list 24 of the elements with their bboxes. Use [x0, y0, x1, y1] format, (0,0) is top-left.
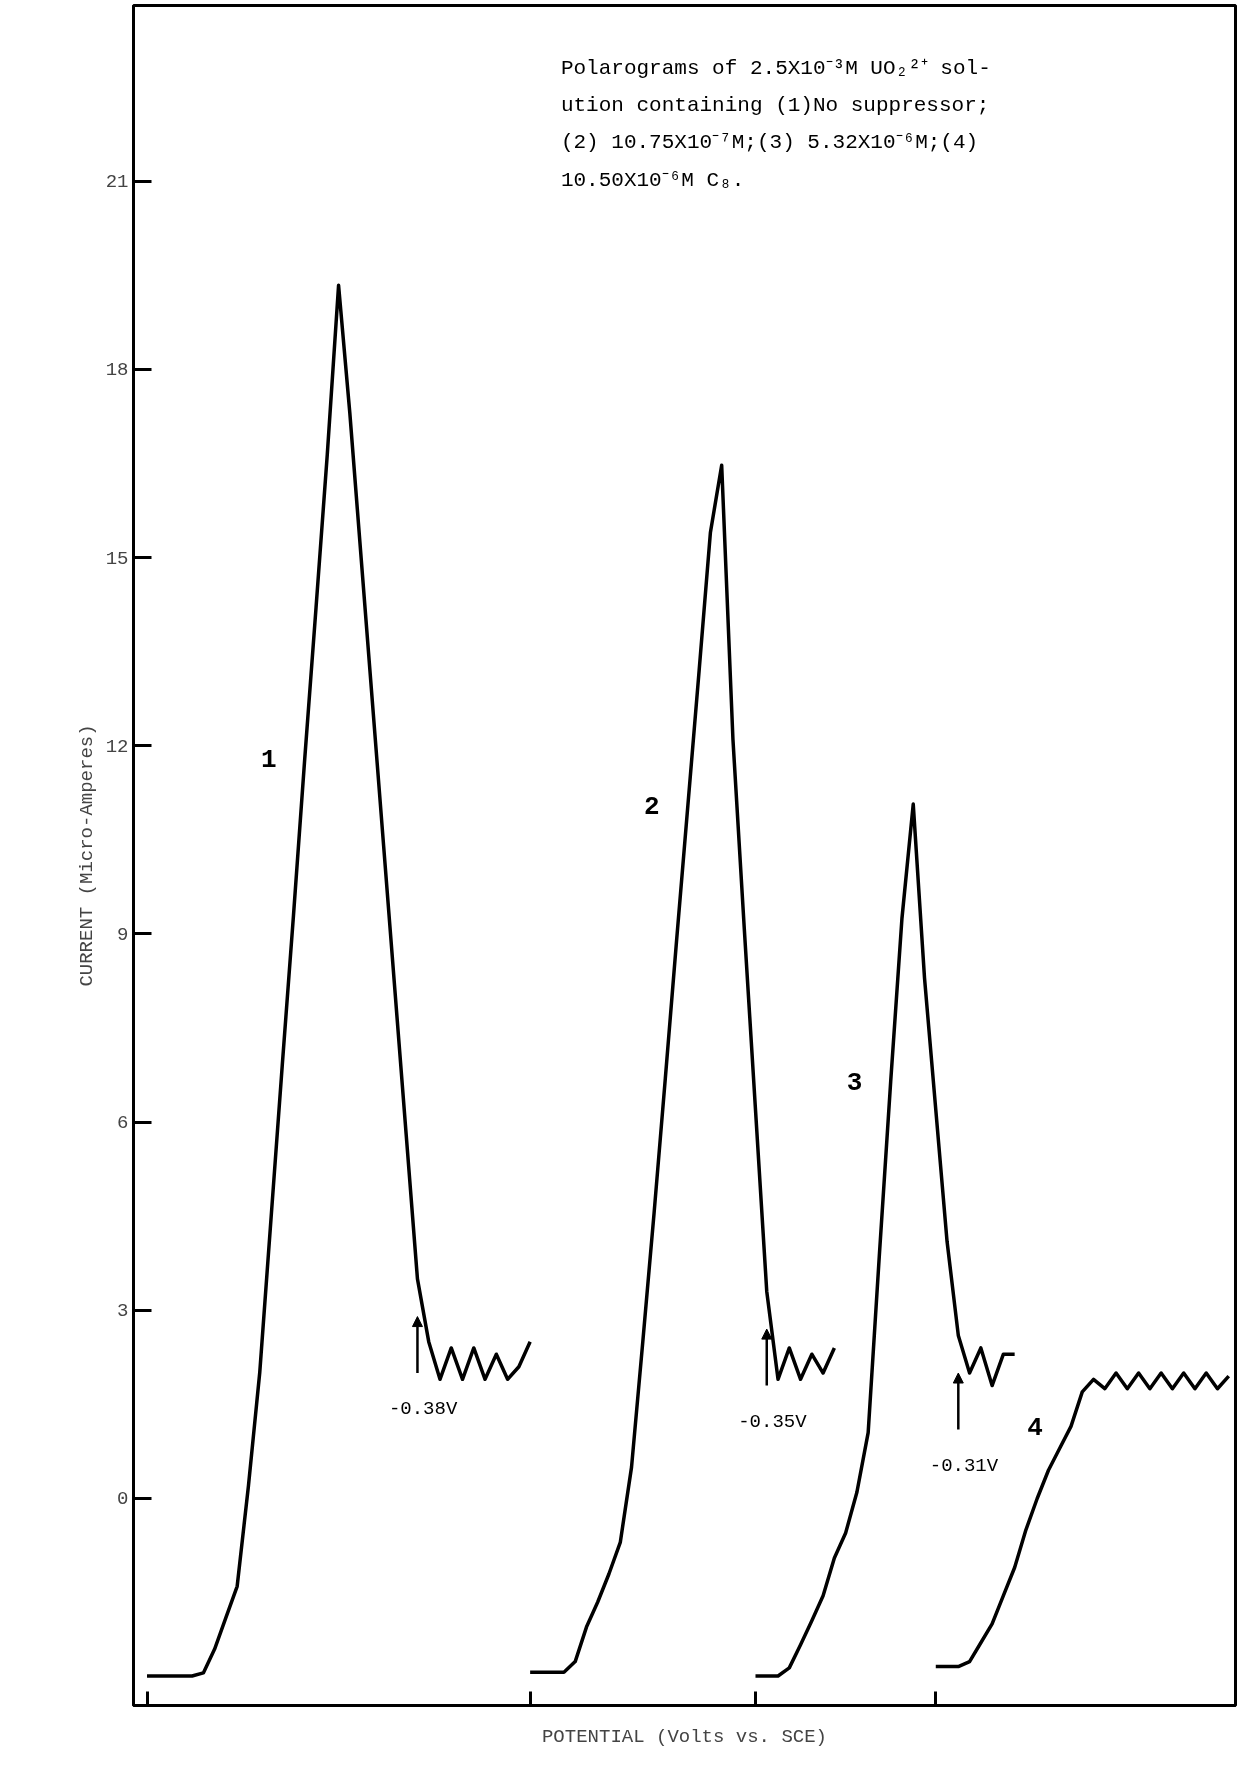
- y-tick-label: 15: [105, 547, 129, 570]
- series-label: 3: [846, 1067, 863, 1098]
- annotation: -0.38V: [388, 1398, 458, 1421]
- annotation: (2) 10.75X10⁻⁷M;(3) 5.32X10⁻⁶M;(4): [560, 131, 979, 155]
- line-series: [145, 283, 532, 1678]
- y-tick-label: 6: [117, 1112, 129, 1135]
- y-tick-label: 3: [117, 1300, 129, 1323]
- annotation: -0.31V: [929, 1454, 999, 1477]
- series-label: 1: [260, 744, 277, 775]
- y-axis-title: CURRENT (Micro-Amperes): [75, 724, 98, 987]
- x-axis-title: POTENTIAL (Volts vs. SCE): [541, 1725, 828, 1748]
- y-tick-label: 9: [117, 923, 129, 946]
- annotation: ution containing (1)No suppressor;: [560, 93, 990, 117]
- y-tick-label: 21: [105, 171, 129, 194]
- annotation: -0.35V: [738, 1410, 808, 1433]
- annotation: Polarograms of 2.5X10⁻³M UO₂²⁺ sol-: [560, 56, 991, 80]
- y-tick-label: 12: [105, 735, 129, 758]
- line-series: [528, 463, 837, 1674]
- line-series: [934, 1371, 1231, 1669]
- series-label: 2: [644, 791, 660, 822]
- y-tick-label: 0: [117, 1488, 129, 1511]
- y-tick-label: 18: [105, 359, 129, 382]
- series-label: 4: [1027, 1412, 1043, 1443]
- annotation: 10.50X10⁻⁶M C₈.: [560, 168, 745, 192]
